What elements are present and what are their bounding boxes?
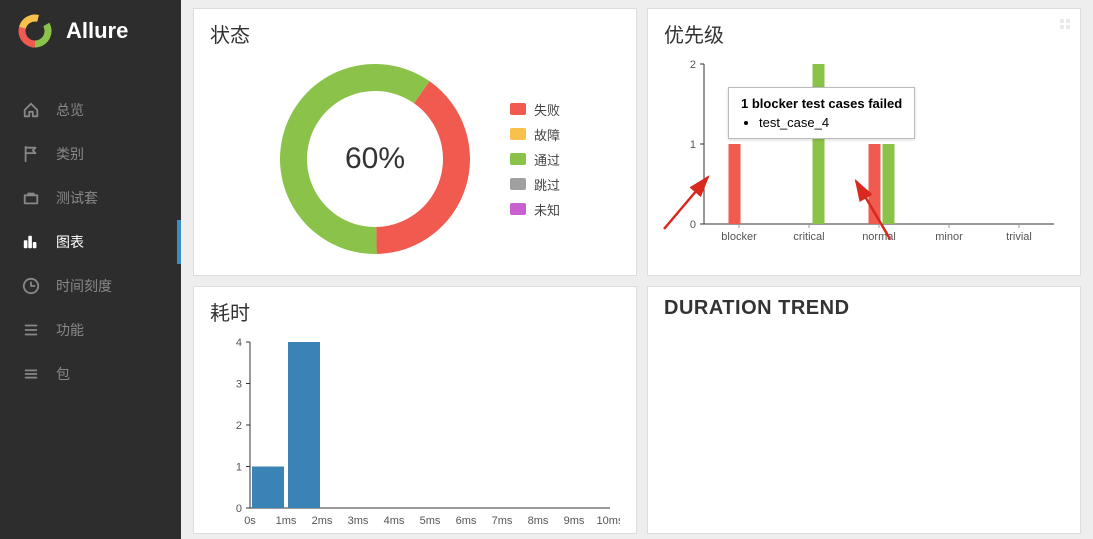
- sidebar-item-packages[interactable]: 包: [0, 352, 181, 396]
- severity-bar-chart[interactable]: 0 1 2 blocker critical normal minor trivial: [664, 54, 1064, 254]
- svg-text:5ms: 5ms: [420, 515, 441, 527]
- brand-text: Allure: [66, 18, 128, 44]
- nav-list: 总览类别测试套图表时间刻度功能包: [0, 88, 181, 396]
- svg-text:minor: minor: [935, 231, 963, 243]
- svg-text:1ms: 1ms: [276, 515, 297, 527]
- home-icon: [22, 101, 40, 119]
- svg-text:9ms: 9ms: [564, 515, 585, 527]
- svg-text:3: 3: [236, 379, 242, 391]
- status-title: 状态: [210, 19, 620, 48]
- svg-text:1: 1: [236, 462, 242, 474]
- briefcase-icon: [22, 189, 40, 207]
- svg-text:normal: normal: [862, 231, 896, 243]
- sidebar-item-overview[interactable]: 总览: [0, 88, 181, 132]
- legend-label: 未知: [534, 200, 560, 219]
- flag-icon: [22, 145, 40, 163]
- status-legend: 失败故障通过跳过未知: [510, 100, 560, 219]
- clock-icon: [22, 277, 40, 295]
- svg-text:7ms: 7ms: [492, 515, 513, 527]
- svg-text:1: 1: [690, 139, 696, 151]
- legend-label: 失败: [534, 100, 560, 119]
- sidebar-item-timeline[interactable]: 时间刻度: [0, 264, 181, 308]
- legend-swatch: [510, 103, 526, 115]
- duration-histogram[interactable]: 0 1 2 3 4 0s 1ms 2ms 3ms 4ms 5ms 6ms 7ms 8ms 9ms 10ms: [210, 332, 620, 532]
- svg-text:2: 2: [236, 420, 242, 432]
- svg-text:2ms: 2ms: [312, 515, 333, 527]
- trend-title: DURATION TREND: [664, 297, 1064, 320]
- trend-panel: DURATION TREND: [647, 286, 1081, 534]
- severity-tooltip: 1 blocker test cases failed test_case_4: [728, 87, 915, 139]
- nav-label: 测试套: [56, 188, 98, 208]
- legend-label: 跳过: [534, 175, 560, 194]
- svg-text:6ms: 6ms: [456, 515, 477, 527]
- legend-label: 通过: [534, 150, 560, 169]
- content-grid: 状态 60% 失败故障通过跳过未知 优先级 0 1 2 blocker critical…: [181, 0, 1093, 539]
- svg-text:0: 0: [236, 503, 242, 515]
- legend-swatch: [510, 153, 526, 165]
- legend-label: 故障: [534, 125, 560, 144]
- svg-text:trivial: trivial: [1006, 231, 1032, 243]
- brand-row: Allure: [0, 0, 181, 62]
- legend-swatch: [510, 128, 526, 140]
- legend-item-passed[interactable]: 通过: [510, 150, 560, 169]
- nav-label: 包: [56, 364, 70, 384]
- svg-text:4ms: 4ms: [384, 515, 405, 527]
- layers-icon: [22, 365, 40, 383]
- duration-panel: 耗时 0 1 2 3 4 0s 1ms 2ms 3ms 4ms 5ms 6ms 7ms 8ms 9ms 10m…: [193, 286, 637, 534]
- list-icon: [22, 321, 40, 339]
- donut-center-label: 60%: [345, 142, 405, 176]
- severity-title: 优先级: [664, 19, 1064, 48]
- legend-swatch: [510, 203, 526, 215]
- nav-label: 类别: [56, 144, 84, 164]
- nav-label: 总览: [56, 100, 84, 120]
- bars-icon: [22, 233, 40, 251]
- severity-panel: 优先级 0 1 2 blocker critical normal minor trivial…: [647, 8, 1081, 276]
- svg-text:4: 4: [236, 337, 242, 349]
- legend-swatch: [510, 178, 526, 190]
- sidebar-item-graphs[interactable]: 图表: [0, 220, 181, 264]
- svg-text:0s: 0s: [244, 515, 256, 527]
- svg-text:0: 0: [690, 219, 696, 231]
- svg-text:3ms: 3ms: [348, 515, 369, 527]
- tooltip-item: test_case_4: [759, 115, 902, 130]
- svg-text:blocker: blocker: [721, 231, 757, 243]
- allure-logo-icon: [18, 14, 52, 48]
- svg-text:8ms: 8ms: [528, 515, 549, 527]
- nav-label: 功能: [56, 320, 84, 340]
- duration-title: 耗时: [210, 297, 620, 326]
- nav-label: 图表: [56, 232, 84, 252]
- status-panel: 状态 60% 失败故障通过跳过未知: [193, 8, 637, 276]
- drag-handle-icon[interactable]: [1060, 19, 1070, 29]
- svg-text:critical: critical: [793, 231, 824, 243]
- svg-text:2: 2: [690, 59, 696, 71]
- sidebar: Allure 总览类别测试套图表时间刻度功能包: [0, 0, 181, 539]
- nav-label: 时间刻度: [56, 276, 112, 296]
- legend-item-skipped[interactable]: 跳过: [510, 175, 560, 194]
- tooltip-title: 1 blocker test cases failed: [741, 96, 902, 111]
- legend-item-unknown[interactable]: 未知: [510, 200, 560, 219]
- sidebar-item-suites[interactable]: 测试套: [0, 176, 181, 220]
- sidebar-item-categories[interactable]: 类别: [0, 132, 181, 176]
- svg-text:10ms: 10ms: [597, 515, 620, 527]
- legend-item-broken[interactable]: 故障: [510, 125, 560, 144]
- sidebar-item-behaviors[interactable]: 功能: [0, 308, 181, 352]
- legend-item-failed[interactable]: 失败: [510, 100, 560, 119]
